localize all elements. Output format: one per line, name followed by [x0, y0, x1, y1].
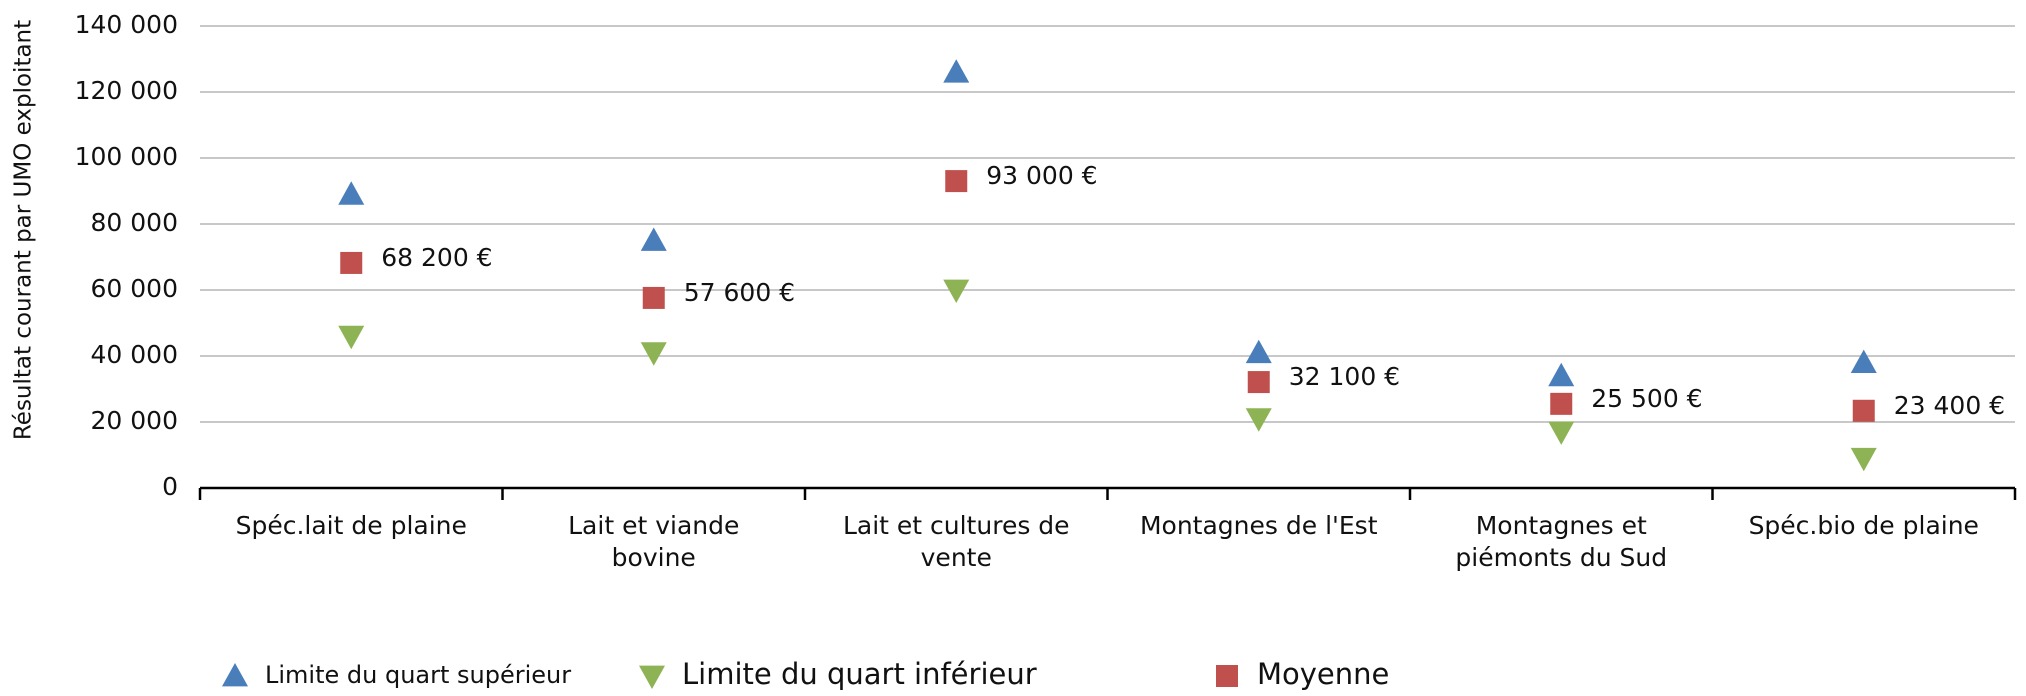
marker: [1245, 408, 1272, 432]
data-label: 32 100 €: [1289, 362, 1400, 391]
data-label: 68 200 €: [381, 243, 492, 272]
legend-marker: [222, 663, 248, 687]
legend-marker: [639, 665, 665, 689]
x-tick-label: Montagnes de l'Est: [1139, 511, 1378, 540]
x-tick-label: Spéc.lait de plaine: [235, 511, 467, 540]
x-tick-label: Lait et viande bovine: [568, 511, 740, 572]
y-tick-label: 60 000: [91, 274, 178, 303]
y-tick-label: 140 000: [75, 10, 178, 39]
legend-label: Limite du quart inférieur: [682, 657, 1037, 691]
y-tick-label: 40 000: [91, 340, 178, 369]
marker: [642, 286, 665, 309]
marker: [1548, 362, 1575, 387]
marker: [640, 227, 667, 251]
marker: [1850, 349, 1877, 373]
marker: [943, 59, 970, 83]
marker: [945, 170, 968, 193]
x-tick-label: Spéc.bio de plaine: [1748, 511, 1979, 540]
marker: [943, 279, 970, 303]
legend-label: Limite du quart supérieur: [265, 661, 571, 689]
data-label: 93 000 €: [986, 161, 1097, 190]
marker: [1245, 339, 1272, 364]
y-tick-label: 20 000: [91, 406, 178, 435]
marker: [338, 181, 365, 205]
marker: [340, 251, 363, 274]
y-tick-label: 0: [162, 472, 178, 501]
y-tick-label: 120 000: [75, 76, 178, 105]
x-tick-label: Lait et cultures de vente: [842, 511, 1070, 572]
data-label: 25 500 €: [1591, 384, 1702, 413]
marker: [1852, 399, 1875, 422]
legend-label: Moyenne: [1257, 657, 1389, 691]
marker: [338, 325, 365, 350]
legend-marker: [1216, 665, 1238, 687]
y-axis-label: Résultat courant par UMO exploitant: [11, 20, 37, 440]
x-tick-label: Montagnes et piémonts du Sud: [1455, 511, 1668, 572]
data-label: 23 400 €: [1894, 391, 2005, 420]
marker: [1550, 392, 1573, 415]
marker: [1548, 421, 1575, 445]
data-label: 57 600 €: [684, 278, 795, 307]
marker: [1850, 447, 1877, 472]
y-tick-label: 80 000: [91, 208, 178, 237]
marker: [1247, 371, 1270, 394]
y-tick-label: 100 000: [75, 142, 178, 171]
marker: [640, 342, 667, 366]
